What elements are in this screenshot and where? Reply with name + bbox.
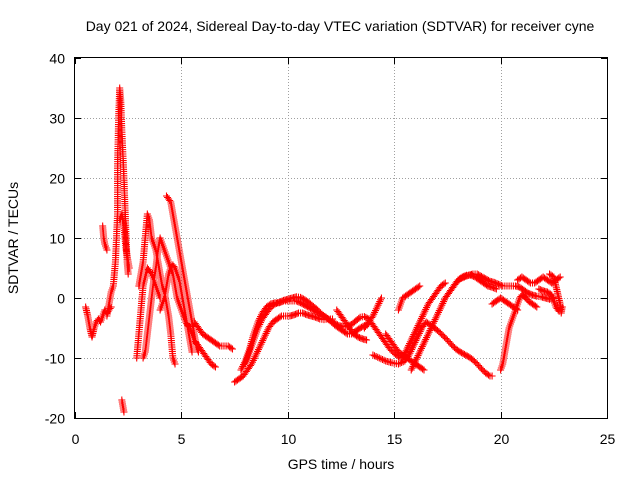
data-point [440, 280, 448, 288]
data-point [371, 352, 379, 360]
data-point [363, 336, 371, 344]
series-track-24 [497, 291, 541, 374]
x-tick-label: 0 [72, 431, 80, 447]
y-tick-label: -10 [45, 351, 65, 367]
series-track-4 [118, 396, 128, 416]
data-point [398, 359, 406, 366]
series-track-19 [394, 282, 424, 314]
y-tick-label: 0 [57, 291, 65, 307]
data-point [228, 345, 236, 353]
series-track-20 [399, 279, 449, 362]
data-point [378, 356, 386, 363]
data-point [293, 310, 301, 318]
series-track-15 [333, 306, 371, 344]
x-tick-label: 5 [178, 431, 186, 447]
data-point [166, 197, 174, 204]
data-point [492, 285, 500, 293]
data-point [420, 366, 428, 374]
series-track-11 [133, 264, 164, 362]
data-point [227, 344, 235, 352]
data-point [355, 314, 363, 322]
plot-frame [74, 57, 608, 419]
data-point [375, 354, 383, 362]
data-point [396, 359, 404, 367]
axis-ticks: 0 5 10 15 20 25 -20 -10 0 10 20 30 40 [45, 51, 616, 448]
series-track-3 [103, 84, 132, 320]
data-point [380, 356, 388, 364]
data-point [497, 281, 505, 289]
data-points [82, 84, 566, 416]
x-tick-label: 20 [494, 431, 510, 447]
data-point [491, 284, 499, 292]
series-track-17 [369, 318, 496, 380]
x-tick-label: 15 [387, 431, 403, 447]
series-track-27 [546, 270, 566, 317]
chart-title: Day 021 of 2024, Sidereal Day-to-day VTE… [86, 18, 595, 34]
data-point [374, 353, 382, 361]
data-point [558, 303, 566, 311]
data-point [416, 282, 424, 290]
y-tick-label: 10 [49, 231, 65, 247]
data-point [419, 365, 427, 373]
data-point [372, 353, 380, 360]
data-point [531, 302, 539, 310]
data-point [147, 269, 155, 276]
x-tick-label: 10 [281, 431, 297, 447]
data-point [276, 313, 284, 321]
y-tick-label: 40 [49, 51, 65, 67]
series-track-2 [99, 222, 111, 254]
data-point [488, 372, 496, 380]
data-point [342, 329, 350, 337]
series-track-12 [231, 309, 336, 386]
x-tick-label: 25 [600, 431, 616, 447]
x-axis-label: GPS time / hours [288, 456, 395, 472]
data-point [194, 348, 202, 356]
series-track-5 [116, 210, 133, 272]
data-point [211, 363, 219, 371]
data-point [314, 314, 322, 322]
data-point [170, 263, 178, 270]
data-point [377, 294, 385, 302]
data-point [441, 279, 449, 287]
data-point [369, 351, 377, 359]
data-point [188, 348, 196, 356]
data-point [120, 408, 128, 416]
y-tick-label: -20 [45, 411, 65, 427]
data-point [103, 246, 111, 254]
data-point [171, 360, 179, 368]
data-point [210, 362, 218, 370]
series-track-23 [488, 294, 522, 314]
data-point [156, 294, 164, 302]
data-point [525, 278, 533, 286]
data-point [556, 273, 564, 281]
y-tick-label: 30 [49, 111, 65, 127]
series-track-16 [360, 294, 385, 332]
data-point [414, 283, 422, 291]
series-track-1 [82, 303, 115, 341]
data-point [214, 341, 222, 349]
y-axis-label: SDTVAR / TECUs [5, 182, 21, 294]
data-point [124, 270, 132, 278]
series-track-22 [443, 270, 558, 303]
data-point [533, 303, 541, 311]
data-point [125, 264, 133, 272]
data-point [555, 274, 563, 282]
data-point [394, 360, 402, 368]
y-tick-label: 20 [49, 171, 65, 187]
data-point [485, 371, 493, 379]
data-point [377, 355, 385, 363]
series-track-10 [190, 318, 236, 353]
